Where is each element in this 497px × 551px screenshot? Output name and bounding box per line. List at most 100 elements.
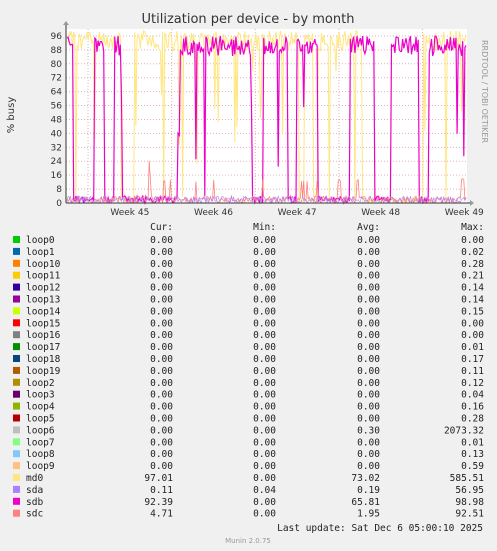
legend-value: 0.16	[461, 402, 484, 413]
legend-value: 0.00	[150, 247, 173, 258]
legend-value: 0.00	[253, 342, 276, 353]
legend-name: loop4	[26, 402, 55, 413]
legend-value: 0.00	[150, 235, 173, 246]
legend-value: 0.00	[150, 283, 173, 294]
rrdtool-credit: RRDTOOL / TOBI OETIKER	[480, 40, 489, 143]
legend-value: 0.14	[461, 283, 484, 294]
legend-name: loop11	[26, 271, 61, 282]
legend-value: 0.01	[461, 342, 484, 353]
legend-value: 0.00	[253, 473, 276, 484]
legend-value: 0.00	[253, 497, 276, 508]
legend-value: 0.30	[357, 425, 380, 436]
legend-value: 0.00	[461, 330, 484, 341]
legend-value: 0.00	[253, 390, 276, 401]
x-tick-label: Week 47	[278, 208, 317, 218]
legend-swatch-loop8	[13, 450, 20, 458]
legend-value: 1.95	[357, 509, 380, 520]
legend-swatch-sdb	[13, 497, 20, 505]
legend-name: loop5	[26, 414, 55, 425]
legend-value: 97.01	[144, 473, 173, 484]
y-tick-label: 80	[51, 60, 63, 70]
last-update: Last update: Sat Dec 6 05:00:10 2025	[277, 523, 483, 534]
y-axis-arrow	[63, 21, 69, 25]
legend-value: 0.00	[357, 354, 380, 365]
legend-value: 0.00	[253, 259, 276, 270]
legend-value: 0.15	[461, 306, 484, 317]
legend-value: 0.00	[357, 247, 380, 258]
legend-name: loop12	[26, 283, 60, 294]
legend-value: 0.17	[461, 354, 484, 365]
legend-value: 0.02	[461, 247, 484, 258]
legend-value: 0.00	[150, 295, 173, 306]
legend-value: 0.01	[461, 437, 484, 448]
legend-value: 0.19	[357, 485, 380, 496]
legend-value: 0.00	[150, 366, 173, 377]
legend-value: 0.00	[150, 461, 173, 472]
legend-name: loop16	[26, 330, 61, 341]
legend-value: 0.00	[253, 378, 276, 389]
legend-value: 0.00	[357, 366, 380, 377]
legend-name: loop8	[26, 449, 55, 460]
legend-header: Max:	[461, 222, 484, 233]
legend-value: 0.12	[461, 378, 484, 389]
legend-name: loop10	[26, 259, 61, 270]
plot-area	[66, 29, 467, 203]
legend-value: 0.28	[461, 259, 484, 270]
legend-value: 0.00	[357, 318, 380, 329]
legend-value: 2073.32	[444, 425, 484, 436]
legend-value: 0.00	[253, 437, 276, 448]
legend-value: 0.00	[150, 390, 173, 401]
legend-swatch-loop9	[13, 462, 20, 470]
legend-name: loop3	[26, 390, 55, 401]
legend-value: 0.00	[357, 295, 380, 306]
y-tick-label: 24	[51, 157, 63, 167]
y-tick-label: 16	[51, 171, 63, 181]
legend-name: loop2	[26, 378, 55, 389]
legend-value: 65.81	[351, 497, 380, 508]
legend-name: loop7	[26, 437, 55, 448]
legend-value: 0.00	[357, 235, 380, 246]
legend-value: 0.28	[461, 414, 484, 425]
y-tick-label: 72	[51, 74, 62, 84]
legend-name: loop14	[26, 306, 61, 317]
legend-swatch-sdc	[13, 509, 20, 517]
legend-swatch-loop3	[13, 390, 20, 398]
legend-value: 0.00	[150, 378, 173, 389]
y-tick-label: 56	[51, 102, 63, 112]
legend-name: loop9	[26, 461, 55, 472]
legend-swatch-md0	[13, 474, 20, 481]
legend-value: 73.02	[351, 473, 380, 484]
legend-value: 98.98	[455, 497, 484, 508]
legend-value: 0.00	[253, 402, 276, 413]
y-axis-label: % busy	[6, 97, 17, 134]
legend-name: loop0	[26, 235, 55, 246]
y-tick-label: 8	[56, 185, 62, 195]
legend-value: 0.00	[461, 235, 484, 246]
legend-value: 0.00	[357, 330, 380, 341]
legend-value: 0.00	[253, 271, 276, 282]
legend-swatch-loop12	[13, 283, 20, 291]
chart-title: Utilization per device - by month	[142, 12, 355, 27]
legend-name: loop1	[26, 247, 55, 258]
legend-value: 92.51	[455, 509, 484, 520]
legend-value: 0.00	[150, 342, 173, 353]
series-line-sda	[66, 195, 467, 205]
legend-name: loop15	[26, 318, 60, 329]
legend-value: 585.51	[450, 473, 485, 484]
legend-value: 0.00	[357, 437, 380, 448]
legend-swatch-loop13	[13, 295, 20, 303]
legend-name: loop6	[26, 425, 55, 436]
legend-swatch-loop10	[13, 259, 20, 267]
legend-swatch-loop18	[13, 355, 20, 362]
legend-value: 0.00	[357, 259, 380, 270]
y-tick-label: 32	[51, 143, 62, 153]
legend-swatch-loop1	[13, 247, 20, 255]
legend-name: loop17	[26, 342, 60, 353]
legend-value: 0.00	[150, 437, 173, 448]
legend-name: sdc	[26, 509, 43, 520]
legend-header: Min:	[253, 222, 276, 233]
legend-value: 0.00	[357, 402, 380, 413]
y-tick-label: 96	[51, 32, 63, 42]
legend-value: 0.00	[357, 378, 380, 389]
legend-value: 0.04	[461, 390, 484, 401]
